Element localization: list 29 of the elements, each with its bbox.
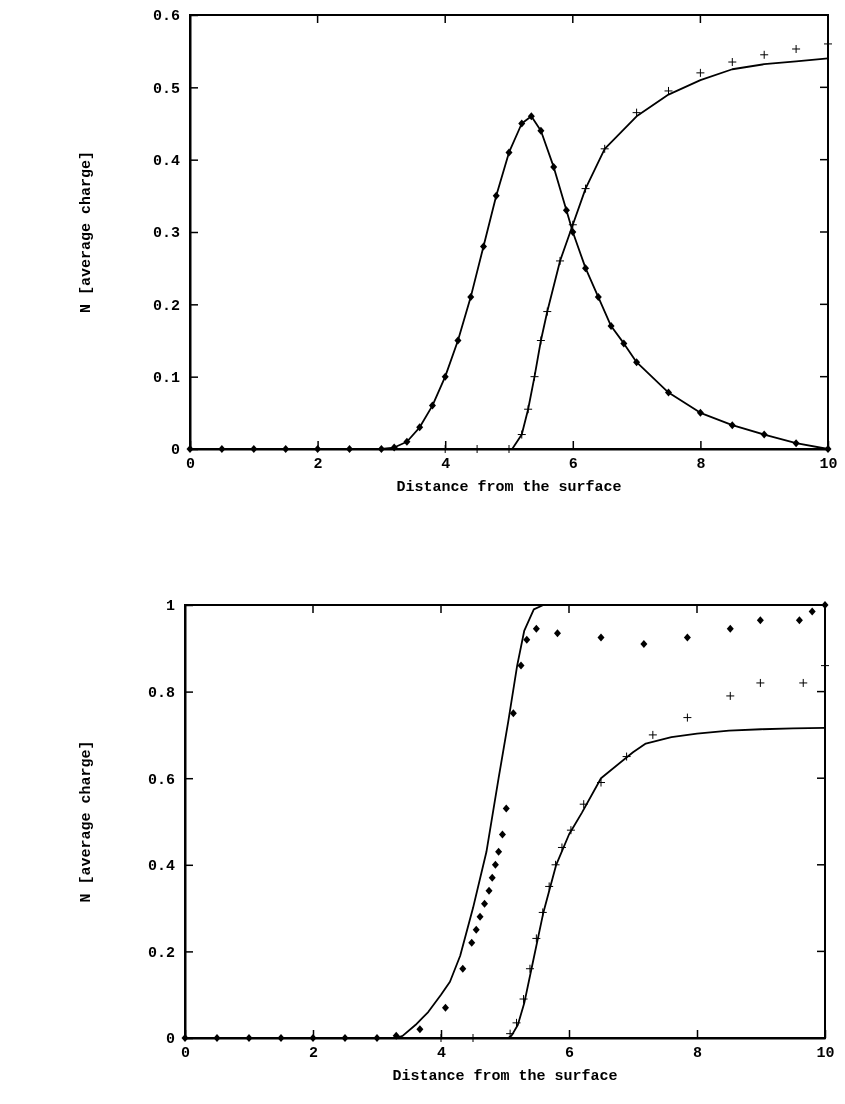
y-tick-label: 0.5 [152, 80, 180, 98]
y-tick-label: 0.6 [152, 8, 180, 26]
x-axis-title: Distance from the surface [392, 1068, 618, 1085]
x-tick-label: 4 [441, 455, 451, 473]
y-tick-label: 0.2 [152, 297, 180, 315]
x-tick-label: 6 [564, 1044, 575, 1062]
y-tick-label: 0.2 [147, 944, 175, 962]
x-tick-label: 2 [308, 1044, 319, 1062]
y-tick-label: 0 [170, 442, 180, 460]
x-tick-label: 0 [185, 455, 196, 473]
x-axis-title: Distance from the surface [396, 479, 622, 496]
x-tick-label: 6 [568, 455, 578, 473]
y-tick-label: 0.3 [152, 225, 180, 243]
x-tick-label: 0 [180, 1044, 191, 1062]
y-tick-label: 0 [165, 1031, 175, 1049]
y-tick-label: 0.8 [147, 684, 175, 702]
y-tick-label: 0.1 [152, 369, 180, 387]
x-tick-label: 2 [313, 455, 323, 473]
x-tick-label: 8 [692, 1044, 703, 1062]
x-tick-label: 4 [436, 1044, 447, 1062]
y-axis-title: N [average charge] [78, 740, 95, 903]
y-tick-label: 0.4 [152, 152, 180, 170]
x-tick-label: 8 [696, 455, 706, 473]
y-axis-title: N [average charge] [78, 150, 95, 314]
x-tick-label: 10 [819, 455, 838, 473]
y-tick-label: 0.4 [147, 858, 175, 876]
x-tick-label: 10 [816, 1044, 835, 1062]
y-tick-label: 1 [165, 598, 175, 616]
y-tick-label: 0.6 [147, 771, 175, 789]
